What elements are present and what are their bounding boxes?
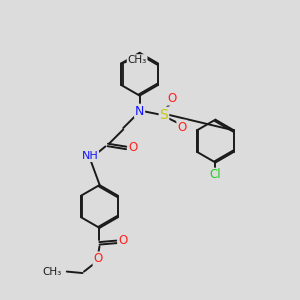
Text: CH₃: CH₃ [128, 55, 147, 65]
Text: CH₃: CH₃ [43, 267, 62, 277]
Text: Cl: Cl [210, 169, 221, 182]
Text: O: O [128, 141, 137, 154]
Text: N: N [135, 105, 144, 118]
Text: NH: NH [82, 151, 98, 161]
Text: O: O [168, 92, 177, 105]
Text: O: O [93, 252, 103, 265]
Text: O: O [177, 121, 186, 134]
Text: S: S [160, 108, 168, 122]
Text: O: O [118, 235, 127, 248]
